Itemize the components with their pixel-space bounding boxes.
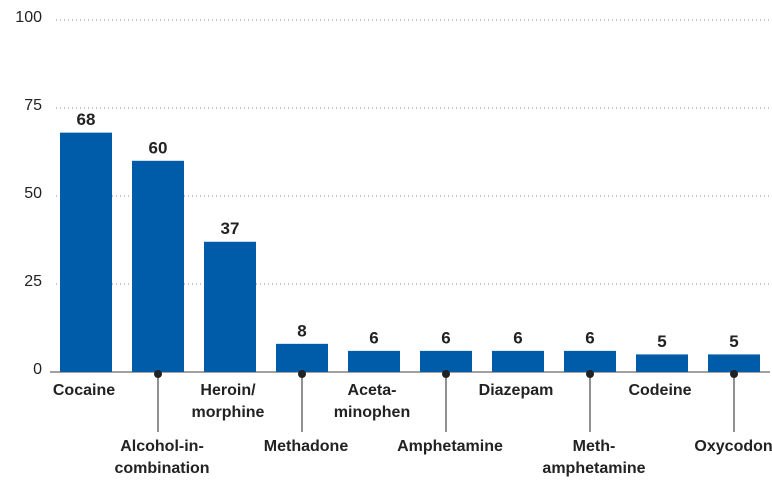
x-tick-label: Heroin/ morphine	[191, 382, 265, 421]
y-tick-label: 50	[24, 185, 42, 202]
value-label: 37	[221, 219, 240, 238]
y-tick-label: 0	[33, 361, 42, 378]
bar	[492, 350, 544, 372]
leader-dot	[154, 370, 162, 378]
bar	[60, 132, 112, 372]
bar	[204, 241, 256, 372]
x-tick-label: Amphetamine	[397, 438, 503, 455]
value-label: 6	[369, 328, 378, 347]
x-tick-label: Aceta- minophen	[333, 382, 411, 421]
bar	[564, 350, 616, 372]
value-label: 6	[513, 328, 522, 347]
bar	[348, 350, 400, 372]
leader-dot	[586, 370, 594, 378]
leader-dot	[442, 370, 450, 378]
x-tick-label: Alcohol-in- combination	[114, 438, 210, 477]
bar	[420, 350, 472, 372]
leader-dot	[298, 370, 306, 378]
leader-dot	[730, 370, 738, 378]
value-label: 5	[657, 332, 666, 351]
x-tick-label: Oxycodone	[694, 438, 772, 455]
value-label: 6	[441, 328, 450, 347]
y-tick-label: 100	[15, 9, 42, 26]
value-label: 60	[149, 138, 168, 157]
value-label: 8	[297, 321, 306, 340]
bar	[636, 354, 688, 372]
value-label: 5	[729, 332, 738, 351]
x-tick-label: Cocaine	[52, 382, 116, 399]
bar	[708, 354, 760, 372]
x-tick-label: Meth- amphetamine	[542, 438, 646, 477]
x-tick-label: Diazepam	[478, 382, 554, 399]
y-tick-label: 25	[24, 273, 42, 290]
y-tick-label: 75	[24, 97, 42, 114]
bar	[132, 160, 184, 372]
x-tick-label: Codeine	[628, 382, 692, 399]
x-tick-label: Methadone	[263, 438, 349, 455]
value-label: 68	[77, 110, 96, 129]
value-label: 6	[585, 328, 594, 347]
bar	[276, 343, 328, 372]
